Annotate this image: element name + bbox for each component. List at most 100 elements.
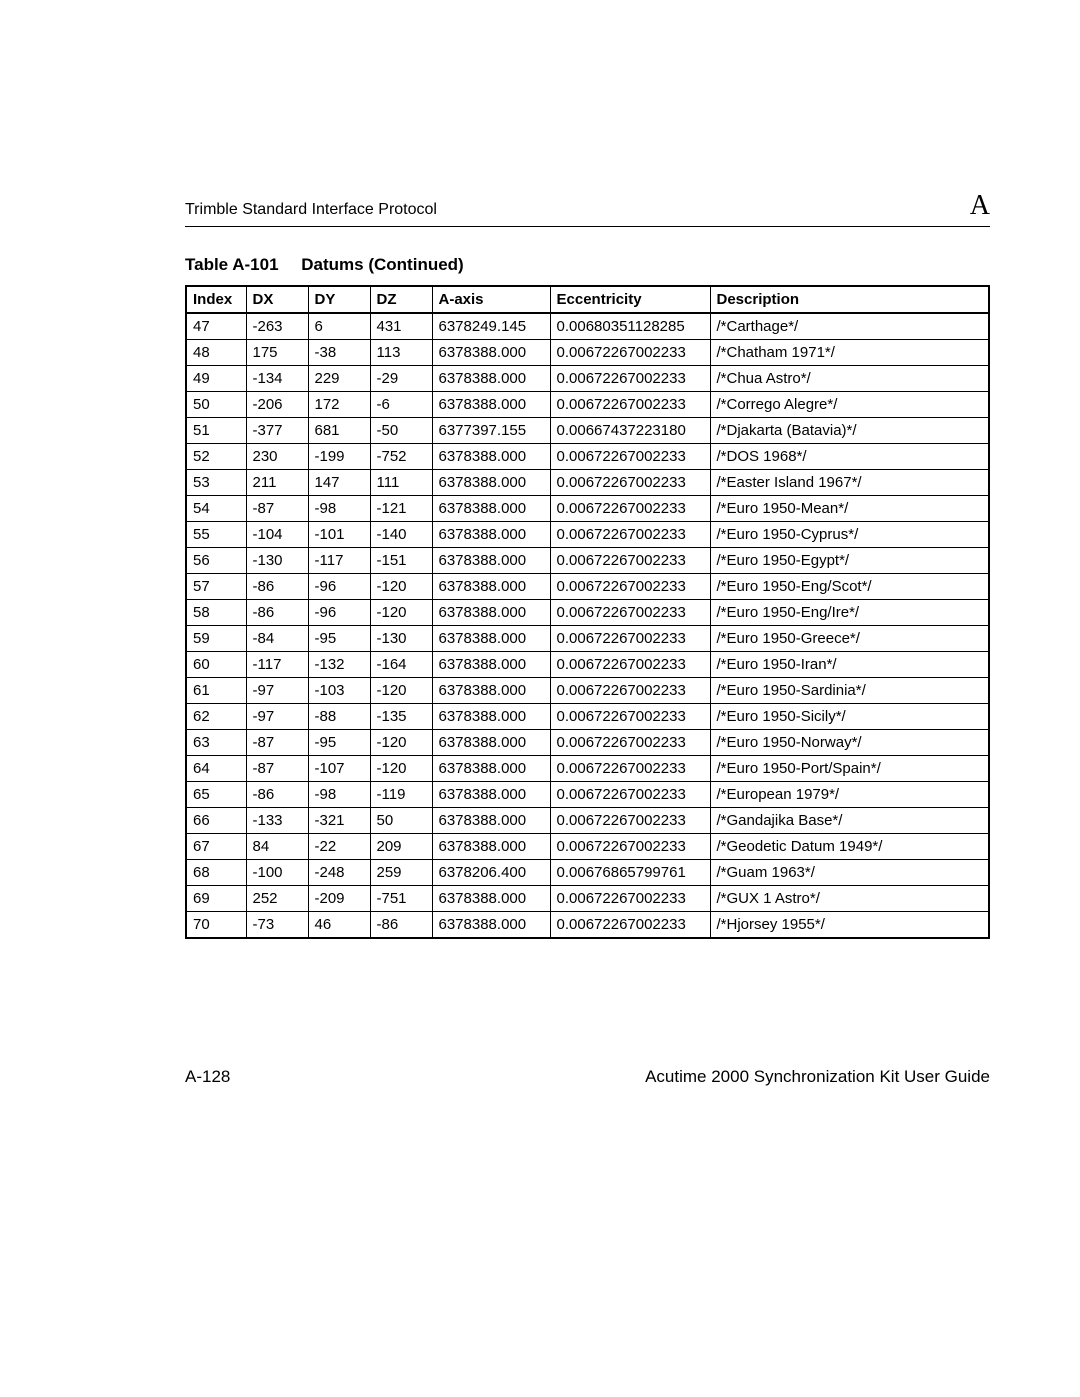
table-cell: /*Easter Island 1967*/ [710, 470, 989, 496]
table-cell: -209 [308, 886, 370, 912]
table-cell: 64 [186, 756, 246, 782]
table-cell: -87 [246, 496, 308, 522]
table-cell: 0.00672267002233 [550, 470, 710, 496]
col-header: DY [308, 286, 370, 313]
table-cell: /*Euro 1950-Cyprus*/ [710, 522, 989, 548]
table-cell: -87 [246, 730, 308, 756]
page-header: Trimble Standard Interface Protocol A [185, 190, 990, 227]
table-cell: 6378388.000 [432, 522, 550, 548]
table-row: 52230-199-7526378388.0000.00672267002233… [186, 444, 989, 470]
table-cell: -751 [370, 886, 432, 912]
table-cell: -87 [246, 756, 308, 782]
table-row: 6784-222096378388.0000.00672267002233/*G… [186, 834, 989, 860]
table-cell: 6378388.000 [432, 704, 550, 730]
table-cell: 0.00672267002233 [550, 678, 710, 704]
table-cell: 6378388.000 [432, 678, 550, 704]
table-cell: 0.00676865799761 [550, 860, 710, 886]
table-cell: 47 [186, 313, 246, 340]
table-cell: 65 [186, 782, 246, 808]
table-cell: 6378388.000 [432, 470, 550, 496]
table-cell: 54 [186, 496, 246, 522]
table-cell: 0.00672267002233 [550, 912, 710, 939]
table-cell: -206 [246, 392, 308, 418]
table-cell: 52 [186, 444, 246, 470]
table-row: 532111471116378388.0000.00672267002233/*… [186, 470, 989, 496]
table-cell: -38 [308, 340, 370, 366]
table-cell: -199 [308, 444, 370, 470]
table-cell: -120 [370, 678, 432, 704]
datums-table: IndexDXDYDZA-axisEccentricityDescription… [185, 285, 990, 939]
table-cell: 50 [186, 392, 246, 418]
table-cell: /*Euro 1950-Iran*/ [710, 652, 989, 678]
table-cell: -97 [246, 704, 308, 730]
table-cell: 48 [186, 340, 246, 366]
table-cell: -101 [308, 522, 370, 548]
table-cell: -151 [370, 548, 432, 574]
table-cell: 68 [186, 860, 246, 886]
table-cell: 6378388.000 [432, 730, 550, 756]
table-cell: 6378388.000 [432, 834, 550, 860]
table-cell: -86 [246, 600, 308, 626]
table-cell: -86 [370, 912, 432, 939]
table-row: 68-100-2482596378206.4000.00676865799761… [186, 860, 989, 886]
table-cell: /*Euro 1950-Port/Spain*/ [710, 756, 989, 782]
table-row: 51-377681-506377397.1550.00667437223180/… [186, 418, 989, 444]
table-cell: -752 [370, 444, 432, 470]
table-row: 62-97-88-1356378388.0000.00672267002233/… [186, 704, 989, 730]
table-cell: 681 [308, 418, 370, 444]
table-cell: -377 [246, 418, 308, 444]
table-cell: -135 [370, 704, 432, 730]
col-header: A-axis [432, 286, 550, 313]
table-cell: 70 [186, 912, 246, 939]
col-header: DZ [370, 286, 432, 313]
table-cell: 49 [186, 366, 246, 392]
table-cell: /*Chua Astro*/ [710, 366, 989, 392]
table-cell: 0.00667437223180 [550, 418, 710, 444]
table-cell: -130 [370, 626, 432, 652]
table-cell: /*Djakarta (Batavia)*/ [710, 418, 989, 444]
table-cell: -140 [370, 522, 432, 548]
table-cell: 0.00672267002233 [550, 574, 710, 600]
table-cell: -103 [308, 678, 370, 704]
table-cell: 6378388.000 [432, 808, 550, 834]
table-cell: -100 [246, 860, 308, 886]
table-cell: -86 [246, 782, 308, 808]
table-cell: 59 [186, 626, 246, 652]
table-cell: /*Euro 1950-Greece*/ [710, 626, 989, 652]
table-cell: /*DOS 1968*/ [710, 444, 989, 470]
table-cell: 61 [186, 678, 246, 704]
table-cell: 0.00672267002233 [550, 392, 710, 418]
table-cell: 252 [246, 886, 308, 912]
table-cell: /*Euro 1950-Sicily*/ [710, 704, 989, 730]
col-header: Description [710, 286, 989, 313]
table-cell: -97 [246, 678, 308, 704]
table-cell: /*Euro 1950-Sardinia*/ [710, 678, 989, 704]
col-header: DX [246, 286, 308, 313]
table-cell: -96 [308, 574, 370, 600]
table-cell: /*Gandajika Base*/ [710, 808, 989, 834]
table-row: 48175-381136378388.0000.00672267002233/*… [186, 340, 989, 366]
table-cell: 55 [186, 522, 246, 548]
table-cell: 66 [186, 808, 246, 834]
table-cell: 0.00672267002233 [550, 730, 710, 756]
table-cell: 6378388.000 [432, 496, 550, 522]
page-number: A-128 [185, 1067, 230, 1087]
table-cell: 0.00672267002233 [550, 548, 710, 574]
table-cell: 0.00672267002233 [550, 444, 710, 470]
table-row: 63-87-95-1206378388.0000.00672267002233/… [186, 730, 989, 756]
table-cell: 6377397.155 [432, 418, 550, 444]
table-cell: -6 [370, 392, 432, 418]
table-cell: 0.00672267002233 [550, 626, 710, 652]
table-cell: -132 [308, 652, 370, 678]
table-cell: 6378388.000 [432, 444, 550, 470]
table-cell: 6378388.000 [432, 574, 550, 600]
table-cell: 0.00672267002233 [550, 340, 710, 366]
table-cell: 175 [246, 340, 308, 366]
table-cell: 6378388.000 [432, 366, 550, 392]
table-cell: /*European 1979*/ [710, 782, 989, 808]
table-cell: -248 [308, 860, 370, 886]
table-cell: -98 [308, 782, 370, 808]
table-row: 69252-209-7516378388.0000.00672267002233… [186, 886, 989, 912]
table-cell: 6378388.000 [432, 626, 550, 652]
table-cell: -29 [370, 366, 432, 392]
